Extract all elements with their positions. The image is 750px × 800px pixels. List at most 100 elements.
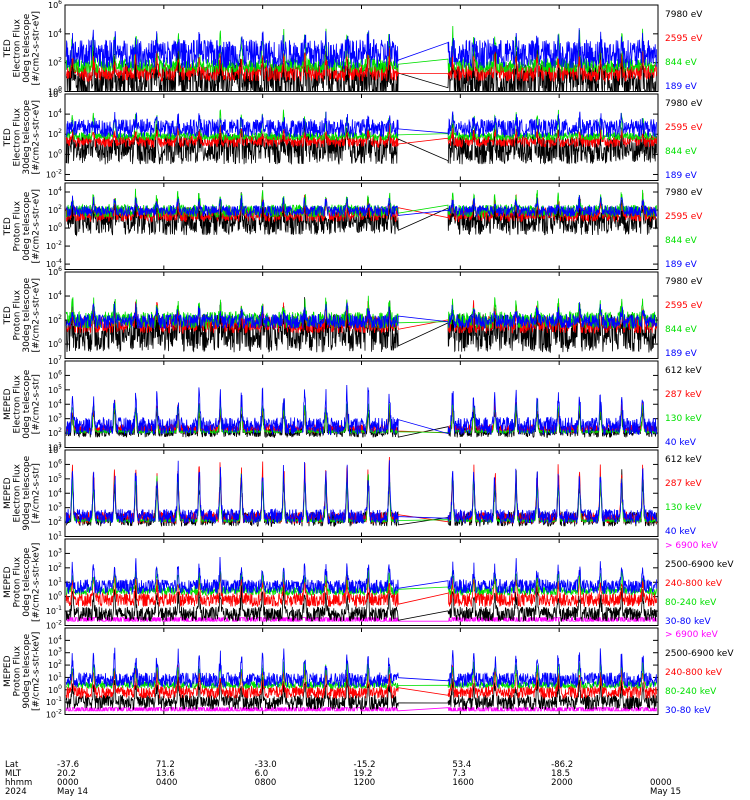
tick-exponent: 4	[58, 290, 62, 297]
tick-exponent: 5	[58, 384, 62, 391]
legend-entry: 612 keV	[665, 455, 702, 465]
legend-entry: 844 eV	[665, 58, 698, 68]
legend-entry: 2500-6900 keV	[665, 560, 734, 570]
series-group	[65, 109, 657, 165]
legend-entry: 287 keV	[665, 390, 702, 400]
tick-mantissa: 10	[48, 268, 58, 277]
tick-mantissa: 10	[48, 686, 58, 695]
y-axis-label: MEPED Proton Flux 90deg telescope [#/cm2-s-…	[3, 632, 42, 711]
axis-row-value: 13.6	[156, 769, 175, 779]
tick-mantissa: 10	[48, 415, 58, 424]
tick-mantissa: 10	[48, 340, 58, 349]
tick-exponent: 3	[58, 502, 62, 509]
tick-mantissa: 10	[48, 188, 58, 197]
tick-mantissa: 10	[48, 400, 58, 409]
y-tick-label: 102	[48, 659, 62, 670]
axis-row-value: 53.4	[452, 760, 471, 770]
y-tick-label: 105	[48, 473, 62, 484]
axis-row-label: hhmm	[5, 778, 32, 788]
series-2500-6900-kev	[65, 584, 657, 623]
tick-exponent: 0	[58, 684, 62, 691]
tick-exponent: -2	[56, 240, 62, 247]
tick-exponent: 2	[58, 659, 62, 666]
axis-row-label: MLT	[5, 769, 22, 779]
axis-row-value: 0400	[156, 778, 178, 788]
tick-exponent: 7	[58, 444, 62, 451]
y-label-line: [#/cm2-s-str-eV]	[32, 11, 42, 86]
tick-exponent: 6	[58, 0, 62, 6]
series-189-ev	[65, 302, 657, 330]
y-label-line: Proton Flux	[13, 556, 23, 607]
y-label-line: 30deg telescope	[22, 277, 32, 352]
legend-entry: 844 eV	[665, 236, 698, 246]
y-label-line: Electron Flux	[13, 463, 23, 522]
series-189-ev	[65, 111, 657, 138]
tick-exponent: -2	[56, 709, 62, 716]
y-label-line: 0deg telescope	[22, 369, 32, 439]
y-label-line: TED	[3, 217, 13, 236]
y-tick-label: 104	[48, 108, 62, 119]
series-group	[65, 188, 657, 237]
tick-mantissa: 10	[46, 607, 56, 616]
y-label-line: TED	[3, 306, 13, 325]
y-tick-label: 104	[48, 186, 62, 197]
legend-entry: 2595 eV	[665, 212, 703, 222]
y-label-line: [#/cm2-s-str-eV]	[32, 278, 42, 353]
axis-row-value: 20.2	[57, 769, 76, 779]
tick-exponent: 1	[58, 531, 62, 538]
series-30-80-kev	[65, 556, 657, 596]
legend-entry: 7980 eV	[665, 277, 703, 287]
legend-entry: 2500-6900 keV	[665, 649, 734, 659]
series-7980-ev	[65, 123, 657, 165]
legend-entry: 844 eV	[665, 325, 698, 335]
tick-mantissa: 10	[48, 578, 58, 587]
series-240-800-kev	[65, 663, 657, 700]
tick-mantissa: 10	[48, 460, 58, 469]
y-tick-label: 10-1	[46, 696, 62, 707]
tick-exponent: 2	[58, 562, 62, 569]
legend-entry: 7980 eV	[665, 10, 703, 20]
axis-row-value: -33.0	[255, 760, 277, 770]
y-tick-label: 100	[48, 684, 62, 695]
tick-exponent: 5	[58, 473, 62, 480]
legend-entry: 189 eV	[665, 82, 698, 92]
series-2595-ev	[65, 47, 657, 83]
axis-row-value: 7.3	[452, 769, 466, 779]
tick-exponent: 2	[58, 204, 62, 211]
legend-entry: 2595 eV	[665, 301, 703, 311]
y-label-line: [#/cm2-s-str-eV]	[32, 100, 42, 175]
axis-row-value: 1600	[452, 778, 474, 788]
y-tick-label: 104	[48, 487, 62, 498]
y-tick-label: 100	[48, 222, 62, 233]
series-group	[65, 384, 657, 439]
legend-entry: 30-80 keV	[665, 617, 711, 627]
y-label-line: 90deg telescope	[22, 455, 32, 530]
tick-exponent: 0	[58, 86, 62, 93]
series-189-ev	[66, 195, 657, 218]
legend-entry: > 6900 keV	[665, 541, 719, 551]
legend-entry: 189 eV	[665, 349, 698, 359]
tick-mantissa: 10	[46, 170, 56, 179]
legend-entry: 7980 eV	[665, 188, 703, 198]
y-label-line: [#/cm2-s-str-keV]	[32, 632, 42, 711]
axis-row-value: -86.2	[551, 760, 573, 770]
series-40-kev	[65, 384, 657, 437]
tick-exponent: 0	[58, 148, 62, 155]
legend-entry: 189 eV	[665, 260, 698, 270]
tick-mantissa: 10	[48, 224, 58, 233]
y-tick-label: 100	[48, 86, 62, 97]
tick-exponent: 3	[58, 647, 62, 654]
tick-exponent: -2	[56, 620, 62, 627]
y-label-line: 0deg telescope	[22, 13, 32, 83]
y-tick-label: 106	[48, 0, 62, 10]
tick-exponent: 4	[58, 186, 62, 193]
tick-mantissa: 10	[48, 88, 58, 97]
y-tick-label: 100	[48, 338, 62, 349]
series-group	[65, 456, 657, 528]
axis-row-value: 6.0	[255, 769, 269, 779]
y-label-line: [#/cm2-s-str]	[32, 463, 42, 523]
legend-entry: 240-800 keV	[665, 579, 723, 589]
y-tick-label: 107	[48, 355, 62, 366]
y-tick-label: 100	[48, 148, 62, 159]
